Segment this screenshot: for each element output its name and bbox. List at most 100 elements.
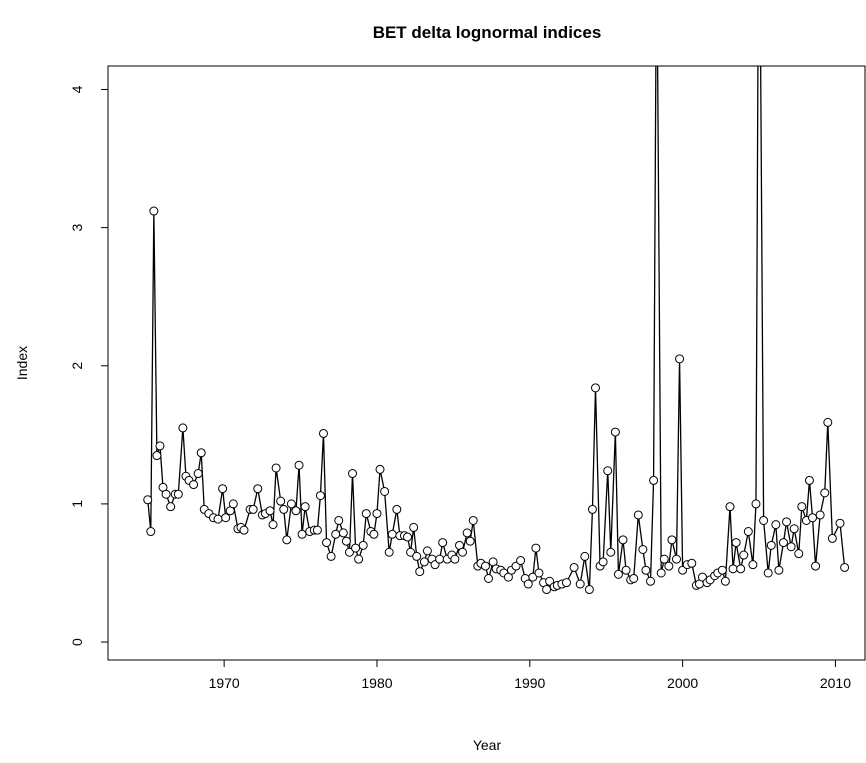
data-point bbox=[649, 475, 659, 485]
data-point bbox=[166, 502, 176, 512]
data-point bbox=[794, 549, 804, 559]
data-point bbox=[523, 579, 533, 589]
data-point bbox=[542, 585, 552, 595]
data-point bbox=[406, 547, 416, 557]
data-point bbox=[462, 528, 472, 538]
data-point bbox=[361, 509, 371, 519]
data-point bbox=[774, 565, 784, 575]
data-point bbox=[751, 499, 761, 509]
data-point bbox=[149, 206, 159, 216]
data-point bbox=[629, 573, 639, 583]
data-point bbox=[797, 502, 807, 512]
data-point bbox=[641, 565, 651, 575]
y-tick-label: 1 bbox=[69, 500, 85, 508]
x-tick-label: 2010 bbox=[820, 675, 851, 691]
data-point bbox=[613, 569, 623, 579]
data-point bbox=[218, 484, 228, 494]
data-point bbox=[672, 554, 681, 564]
data-point bbox=[422, 546, 432, 556]
data-point bbox=[840, 562, 850, 572]
data-point bbox=[633, 510, 643, 520]
data-point bbox=[763, 568, 773, 578]
data-point bbox=[276, 496, 286, 506]
data-point bbox=[326, 551, 336, 561]
data-point bbox=[534, 568, 544, 578]
data-point bbox=[450, 554, 460, 564]
data-point bbox=[196, 448, 206, 458]
y-tick-label: 0 bbox=[69, 638, 85, 646]
data-point bbox=[173, 489, 183, 499]
data-point bbox=[531, 543, 541, 553]
data-point bbox=[322, 538, 332, 548]
data-point bbox=[279, 504, 289, 514]
data-point bbox=[561, 578, 571, 588]
data-point bbox=[435, 554, 445, 564]
data-point bbox=[748, 560, 758, 570]
data-point bbox=[569, 562, 579, 572]
data-point bbox=[786, 542, 796, 552]
data-point bbox=[248, 504, 258, 514]
data-point bbox=[743, 527, 753, 537]
data-point bbox=[835, 518, 845, 528]
data-point bbox=[820, 488, 830, 498]
x-tick-label: 1990 bbox=[514, 675, 545, 691]
data-point bbox=[827, 533, 837, 543]
data-point bbox=[664, 561, 674, 571]
data-point bbox=[659, 554, 669, 564]
data-point bbox=[297, 529, 307, 539]
data-point bbox=[438, 538, 448, 548]
x-axis-label: Year bbox=[473, 737, 502, 753]
data-point bbox=[228, 499, 238, 509]
data-point bbox=[458, 547, 468, 557]
x-tick-label: 2000 bbox=[667, 675, 698, 691]
data-point bbox=[380, 486, 390, 496]
data-point bbox=[384, 547, 394, 557]
plot-box bbox=[107, 65, 866, 661]
data-point bbox=[419, 557, 429, 567]
data-point bbox=[282, 535, 292, 545]
data-point bbox=[331, 529, 341, 539]
data-point bbox=[315, 491, 325, 501]
data-point bbox=[591, 383, 601, 393]
data-point bbox=[584, 585, 594, 595]
data-point bbox=[354, 554, 364, 564]
data-point bbox=[731, 538, 741, 548]
data-point bbox=[239, 525, 249, 535]
data-point bbox=[468, 515, 478, 525]
data-point bbox=[312, 525, 322, 535]
data-point bbox=[725, 502, 735, 512]
data-point bbox=[344, 547, 354, 557]
data-point bbox=[739, 550, 749, 560]
data-point bbox=[598, 557, 608, 567]
data-point bbox=[369, 529, 379, 539]
data-point bbox=[415, 567, 425, 577]
data-point bbox=[789, 524, 799, 534]
data-point bbox=[286, 499, 296, 509]
data-point bbox=[375, 464, 385, 474]
data-point bbox=[638, 544, 648, 554]
data-point bbox=[804, 475, 814, 485]
data-point bbox=[465, 536, 475, 546]
chart-title: BET delta lognormal indices bbox=[373, 23, 602, 42]
data-point bbox=[484, 573, 494, 583]
data-point bbox=[178, 423, 188, 433]
y-tick-label: 3 bbox=[69, 224, 85, 232]
data-point bbox=[587, 504, 597, 514]
data-point bbox=[720, 576, 730, 586]
data-point bbox=[610, 427, 620, 437]
data-point bbox=[621, 565, 631, 575]
data-point bbox=[771, 520, 781, 530]
data-point bbox=[808, 513, 818, 523]
data-point bbox=[717, 565, 727, 575]
data-point bbox=[528, 572, 538, 582]
data-point bbox=[516, 556, 526, 566]
data-point bbox=[667, 535, 677, 545]
data-point bbox=[143, 495, 153, 505]
data-point bbox=[351, 543, 361, 553]
y-axis-label: Index bbox=[14, 346, 30, 380]
data-point bbox=[294, 460, 304, 470]
data-point bbox=[778, 538, 788, 548]
plot-area bbox=[143, 66, 850, 595]
data-point bbox=[291, 506, 301, 516]
